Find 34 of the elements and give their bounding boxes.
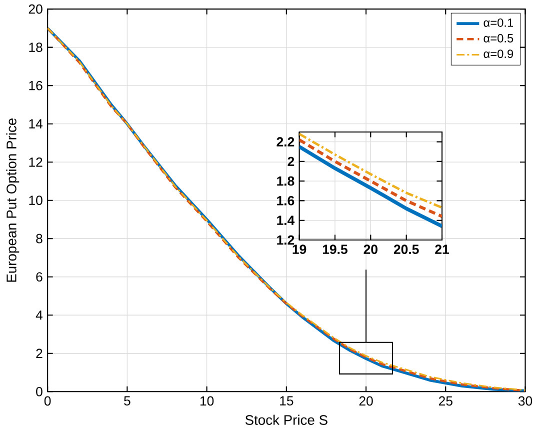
- y-tick-label: 1.8: [277, 176, 294, 186]
- x-tick-label: 5: [124, 396, 130, 406]
- y-tick-label: 20: [28, 4, 42, 14]
- y-tick-label: 2: [288, 156, 294, 166]
- x-tick-label: 19.5: [322, 244, 348, 254]
- y-tick-label: 4: [36, 310, 43, 320]
- y-tick-label: 14: [29, 119, 43, 128]
- y-tick-label: 6: [36, 272, 42, 282]
- y-tick-label: 2.2: [276, 137, 294, 146]
- legend-label: α=0.5: [484, 34, 514, 42]
- y-tick-label: 18: [29, 42, 42, 52]
- y-tick-label: 10: [29, 196, 42, 205]
- legend-label: α=0.9: [484, 49, 514, 58]
- x-tick-label: 19: [292, 244, 306, 254]
- legend-label: α=0.1: [484, 18, 514, 27]
- x-tick-label: 10: [200, 396, 214, 406]
- x-tick-label: 20.5: [394, 244, 419, 254]
- y-tick-label: 0: [36, 386, 42, 396]
- y-tick-label: 1.4: [277, 216, 295, 225]
- y-tick-label: 8: [36, 234, 42, 244]
- x-tick-label: 20: [364, 244, 378, 254]
- y-axis-title: European Put Option Price: [6, 118, 20, 282]
- x-tick-label: 15: [280, 396, 294, 406]
- y-tick-label: 1.6: [277, 196, 294, 206]
- x-tick-label: 30: [518, 396, 532, 406]
- x-tick-label: 20: [359, 396, 373, 406]
- y-tick-label: 1.2: [277, 235, 294, 245]
- y-tick-label: 16: [29, 80, 42, 90]
- x-tick-label: 0: [44, 396, 51, 406]
- x-axis-title: Stock Price S: [245, 414, 328, 425]
- x-tick-label: 21: [435, 244, 449, 254]
- y-tick-label: 2: [36, 348, 42, 358]
- y-tick-label: 12: [29, 157, 42, 167]
- x-tick-label: 25: [438, 396, 452, 406]
